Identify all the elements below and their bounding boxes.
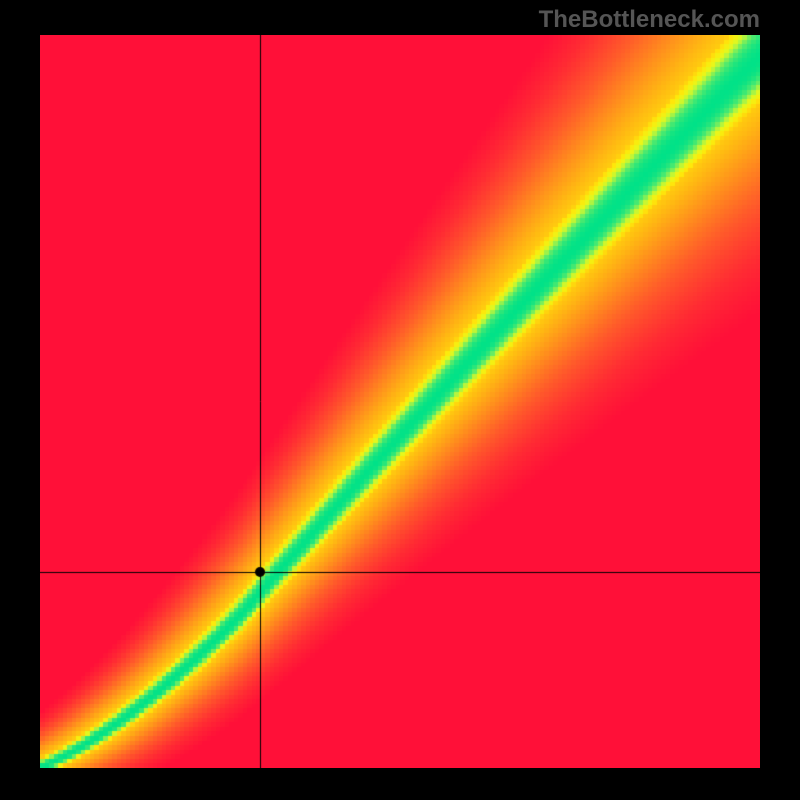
crosshair-overlay	[40, 35, 760, 768]
chart-container: TheBottleneck.com	[0, 0, 800, 800]
watermark-label: TheBottleneck.com	[539, 6, 760, 34]
